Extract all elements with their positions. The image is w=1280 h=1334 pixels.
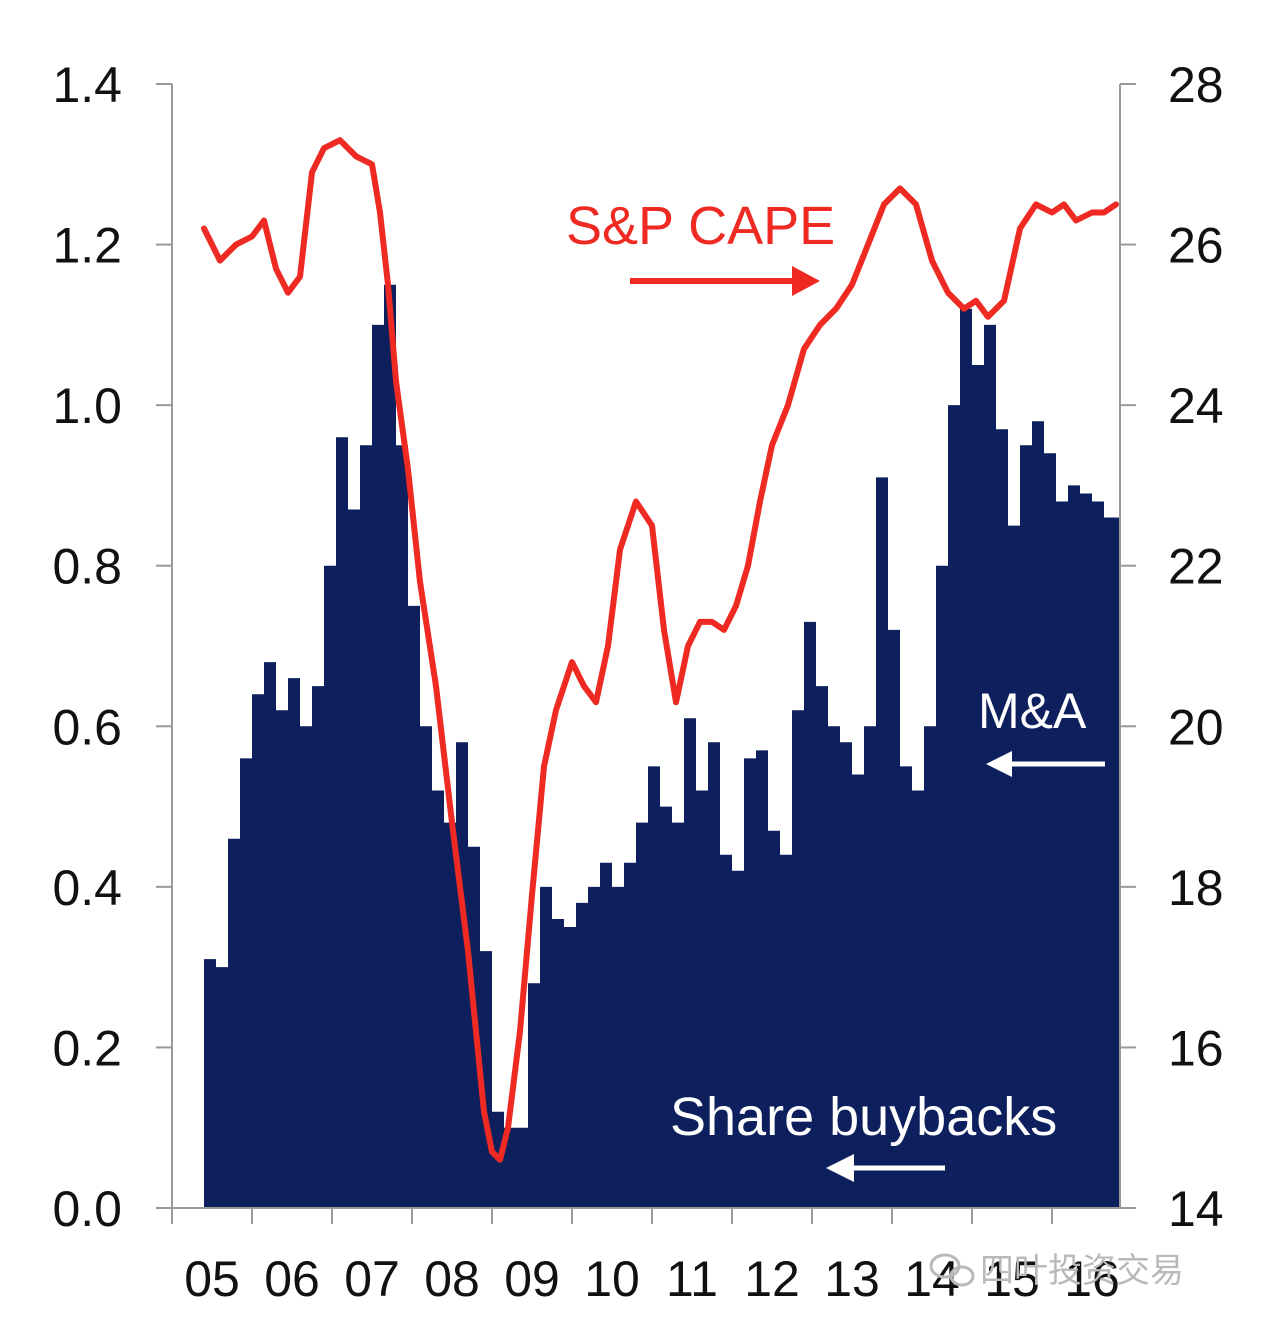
x-tick-label: 12 bbox=[744, 1251, 800, 1307]
x-ticks: 05 06 07 08 09 10 11 12 13 14 15 16 bbox=[171, 1208, 1120, 1307]
left-tick-label: 1.0 bbox=[52, 378, 122, 434]
sp-cape-label: S&P CAPE bbox=[566, 196, 835, 256]
right-y-ticks: 14 16 18 20 22 24 26 28 bbox=[1120, 57, 1224, 1237]
wechat-icon bbox=[929, 1253, 975, 1287]
right-tick-label: 18 bbox=[1168, 860, 1224, 916]
plot-area bbox=[201, 137, 1120, 1208]
right-tick-label: 26 bbox=[1168, 218, 1224, 274]
x-tick-label: 11 bbox=[666, 1251, 718, 1307]
ma-label: M&A bbox=[978, 683, 1087, 739]
right-tick-label: 14 bbox=[1168, 1181, 1224, 1237]
axes bbox=[171, 84, 1121, 1209]
share-buybacks-arrow-icon bbox=[826, 1154, 945, 1182]
right-tick-label: 20 bbox=[1168, 699, 1224, 755]
x-tick-label: 09 bbox=[504, 1251, 560, 1307]
left-tick-label: 0.2 bbox=[52, 1020, 122, 1076]
x-tick-label: 06 bbox=[264, 1251, 320, 1307]
left-tick-label: 1.2 bbox=[52, 218, 122, 274]
x-tick-label: 05 bbox=[184, 1251, 240, 1307]
right-tick-label: 22 bbox=[1168, 539, 1224, 595]
watermark-text: 四叶投资交易 bbox=[980, 1251, 1184, 1291]
right-tick-label: 24 bbox=[1168, 378, 1224, 434]
sp-cape-arrow-icon bbox=[630, 266, 820, 296]
x-tick-label: 15 bbox=[984, 1251, 1040, 1307]
x-tick-label: 08 bbox=[424, 1251, 480, 1307]
watermark: 四叶投资交易 bbox=[929, 1251, 1184, 1291]
left-tick-label: 0.4 bbox=[52, 860, 122, 916]
x-tick-label: 10 bbox=[584, 1251, 640, 1307]
left-tick-label: 1.4 bbox=[52, 57, 122, 113]
ma-arrow-icon bbox=[986, 751, 1105, 777]
left-y-ticks: 0.0 0.2 0.4 0.6 0.8 1.0 1.2 1.4 bbox=[52, 57, 172, 1237]
left-tick-label: 0.6 bbox=[52, 699, 122, 755]
sp-cape-line bbox=[201, 137, 1119, 1163]
x-tick-label: 07 bbox=[344, 1251, 400, 1307]
share-buybacks-label: Share buybacks bbox=[670, 1087, 1057, 1147]
left-tick-label: 0.0 bbox=[52, 1181, 122, 1237]
ma-area bbox=[204, 284, 1120, 1208]
right-tick-label: 16 bbox=[1168, 1020, 1224, 1076]
x-tick-label: 16 bbox=[1064, 1251, 1120, 1307]
right-tick-label: 28 bbox=[1168, 57, 1224, 113]
x-tick-label: 13 bbox=[824, 1251, 880, 1307]
left-tick-label: 0.8 bbox=[52, 539, 122, 595]
